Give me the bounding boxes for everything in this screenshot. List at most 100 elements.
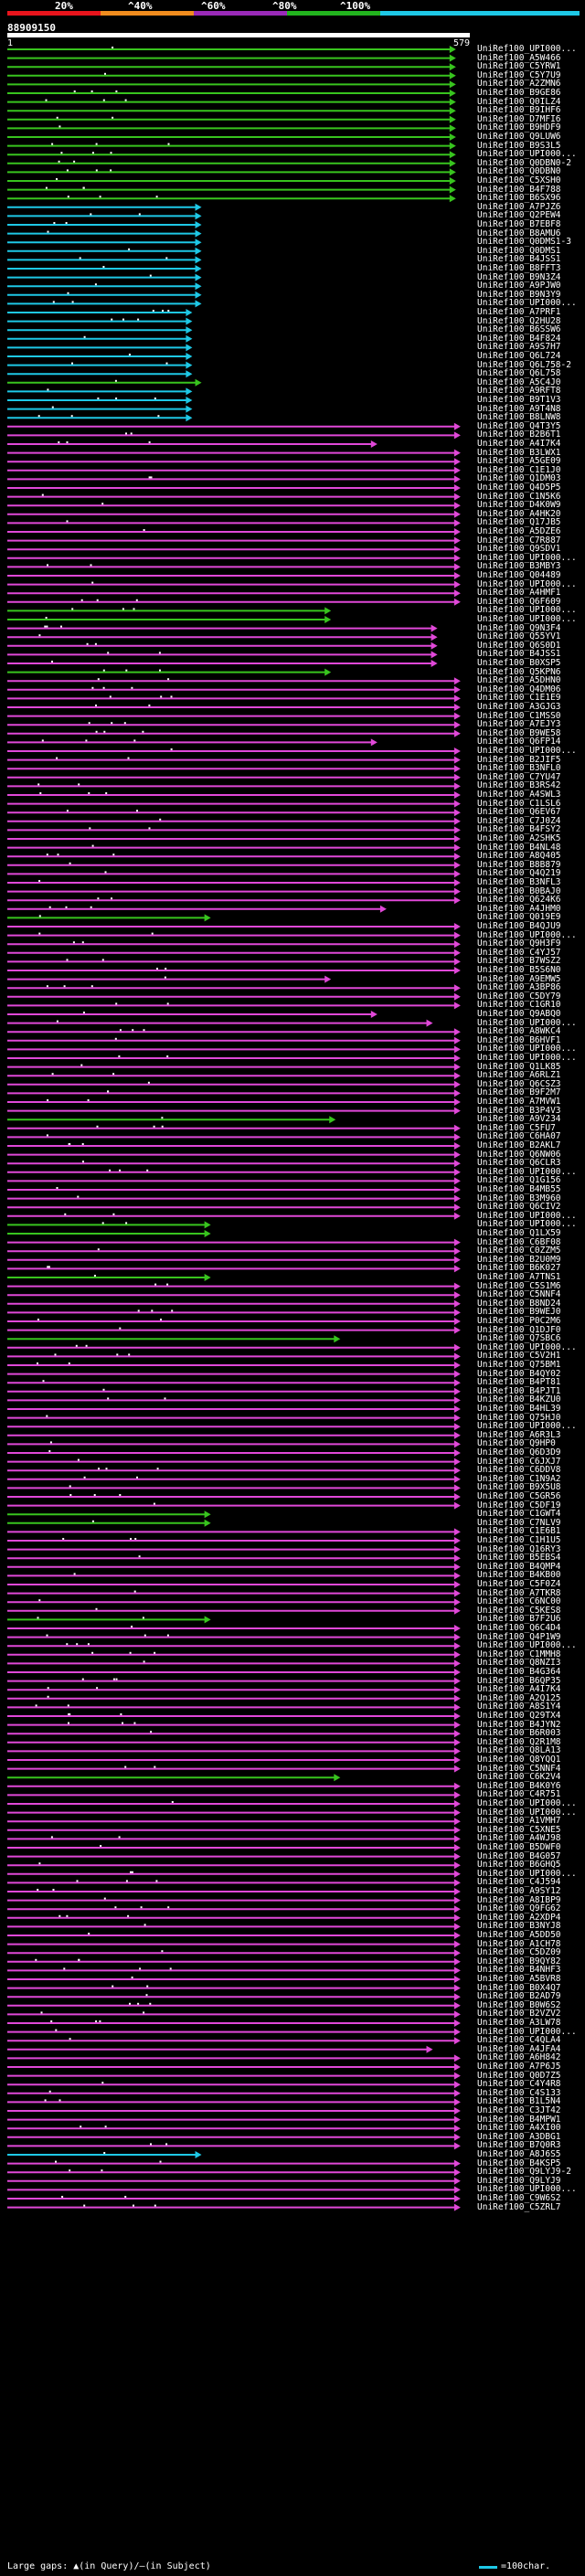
hit-label[interactable]: UniRef100_Q0DBN0: [477, 166, 561, 177]
hit-label[interactable]: UniRef100_C5KES8: [477, 1605, 561, 1616]
hit-label[interactable]: UniRef100_B9QY82: [477, 1956, 561, 1966]
hit-row[interactable]: [7, 694, 461, 703]
hit-label[interactable]: UniRef100_C4S133: [477, 2087, 561, 2098]
hit-row[interactable]: [7, 738, 378, 747]
hit-row[interactable]: [7, 46, 456, 53]
hit-row[interactable]: [7, 203, 202, 211]
hit-label[interactable]: UniRef100_C5XSH0: [477, 175, 561, 186]
hit-row[interactable]: [7, 1343, 461, 1352]
hit-row[interactable]: [7, 300, 202, 308]
hit-row[interactable]: [7, 458, 461, 466]
hit-row[interactable]: [7, 563, 461, 571]
hit-row[interactable]: [7, 151, 456, 159]
hit-row[interactable]: [7, 1923, 461, 1931]
hit-label[interactable]: UniRef100_A4HMF1: [477, 588, 561, 599]
hit-label[interactable]: UniRef100_Q1DM03: [477, 473, 561, 484]
hit-row[interactable]: [7, 334, 193, 343]
hit-label[interactable]: UniRef100_C1N5K6: [477, 491, 561, 502]
hit-label[interactable]: UniRef100_UPI000...: [477, 1044, 577, 1055]
hit-label[interactable]: UniRef100_C1MMH8: [477, 1648, 561, 1659]
hit-row[interactable]: [7, 2203, 461, 2211]
hit-label[interactable]: UniRef100_A3BP86: [477, 982, 561, 993]
hit-row[interactable]: [7, 2125, 461, 2133]
hit-label[interactable]: UniRef100_A1CH78: [477, 1938, 561, 1949]
hit-label[interactable]: UniRef100_B6GHQ5: [477, 1860, 561, 1871]
hit-row[interactable]: [7, 1782, 461, 1790]
hit-row[interactable]: [7, 1694, 461, 1702]
hit-label[interactable]: UniRef100_UPI000...: [477, 746, 577, 756]
hit-label[interactable]: UniRef100_A2SHK5: [477, 833, 561, 843]
hit-label[interactable]: UniRef100_B2B6T1: [477, 429, 561, 440]
hit-row[interactable]: [7, 2186, 461, 2194]
hit-label[interactable]: UniRef100_B6HVF1: [477, 1034, 561, 1045]
hit-row[interactable]: [7, 98, 456, 106]
hit-row[interactable]: [7, 546, 461, 554]
hit-label[interactable]: UniRef100_Q4Q219: [477, 868, 561, 879]
hit-row[interactable]: [7, 265, 202, 272]
hit-row[interactable]: [7, 370, 193, 378]
hit-row[interactable]: [7, 1493, 461, 1500]
hit-label[interactable]: UniRef100_A2Q125: [477, 1692, 561, 1703]
hit-row[interactable]: [7, 387, 193, 396]
hit-row[interactable]: [7, 598, 461, 606]
hit-row[interactable]: [7, 397, 193, 404]
hit-row[interactable]: [7, 1730, 461, 1738]
hit-label[interactable]: UniRef100_C5Y7U9: [477, 69, 561, 80]
hit-label[interactable]: UniRef100_B4FSY2: [477, 824, 561, 835]
hit-label[interactable]: UniRef100_UPI000...: [477, 929, 577, 940]
hit-label[interactable]: UniRef100_B4JYN2: [477, 1719, 561, 1730]
hit-row[interactable]: [7, 1168, 461, 1176]
hit-label[interactable]: UniRef100_Q6CSZ3: [477, 1078, 561, 1089]
hit-label[interactable]: UniRef100_Q55YV1: [477, 631, 561, 642]
hit-row[interactable]: [7, 1063, 461, 1071]
hit-row[interactable]: [7, 853, 461, 861]
hit-row[interactable]: [7, 1984, 461, 1992]
hit-label[interactable]: UniRef100_C6JXJ7: [477, 1456, 561, 1467]
hit-label[interactable]: UniRef100_C7R887: [477, 535, 561, 546]
hit-row[interactable]: [7, 1405, 461, 1413]
hit-label[interactable]: UniRef100_A7TNS1: [477, 1272, 561, 1282]
hit-label[interactable]: UniRef100_A5GE09: [477, 456, 561, 467]
hit-label[interactable]: UniRef100_B0BAJ0: [477, 885, 561, 896]
hit-row[interactable]: [7, 870, 461, 878]
hit-label[interactable]: UniRef100_A5DHN0: [477, 675, 561, 686]
hit-label[interactable]: UniRef100_B3RS42: [477, 780, 561, 791]
hit-row[interactable]: [7, 1957, 461, 1966]
hit-row[interactable]: [7, 1186, 461, 1193]
hit-label[interactable]: UniRef100_B9X5U8: [477, 1482, 561, 1493]
hit-label[interactable]: UniRef100_B4F788: [477, 184, 561, 195]
hit-label[interactable]: UniRef100_B9T1V3: [477, 395, 561, 405]
hit-row[interactable]: [7, 887, 461, 896]
hit-label[interactable]: UniRef100_Q8NZI3: [477, 1658, 561, 1669]
hit-label[interactable]: UniRef100_UPI000...: [477, 1807, 577, 1818]
hit-label[interactable]: UniRef100_A9EMW5: [477, 973, 561, 984]
hit-row[interactable]: [7, 282, 202, 291]
hit-row[interactable]: [7, 221, 202, 228]
hit-row[interactable]: [7, 1642, 461, 1650]
hit-label[interactable]: UniRef100_UPI000...: [477, 44, 577, 54]
hit-row[interactable]: [7, 1274, 211, 1281]
hit-label[interactable]: UniRef100_UPI000...: [477, 605, 577, 616]
hit-row[interactable]: [7, 502, 461, 510]
hit-row[interactable]: [7, 1765, 461, 1773]
hit-row[interactable]: [7, 984, 461, 992]
hit-row[interactable]: [7, 431, 461, 440]
hit-label[interactable]: UniRef100_A8IBP9: [477, 1894, 561, 1905]
hit-row[interactable]: [7, 2028, 461, 2036]
hit-row[interactable]: [7, 729, 461, 737]
hit-row[interactable]: [7, 2159, 461, 2168]
hit-row[interactable]: [7, 1940, 461, 1948]
hit-label[interactable]: UniRef100_Q0D7Z5: [477, 2070, 561, 2081]
hit-row[interactable]: [7, 1107, 461, 1115]
hit-row[interactable]: [7, 641, 438, 650]
hit-row[interactable]: [7, 747, 461, 755]
hit-label[interactable]: UniRef100_A8J6S5: [477, 2149, 561, 2159]
hit-label[interactable]: UniRef100_B7WSZ2: [477, 956, 561, 967]
hit-row[interactable]: [7, 484, 461, 492]
hit-row[interactable]: [7, 1247, 461, 1256]
hit-row[interactable]: [7, 1089, 461, 1097]
hit-row[interactable]: [7, 765, 461, 773]
hit-row[interactable]: [7, 1299, 461, 1308]
hit-label[interactable]: UniRef100_A6H842: [477, 2052, 561, 2063]
hit-label[interactable]: UniRef100_A4SWL3: [477, 790, 561, 800]
